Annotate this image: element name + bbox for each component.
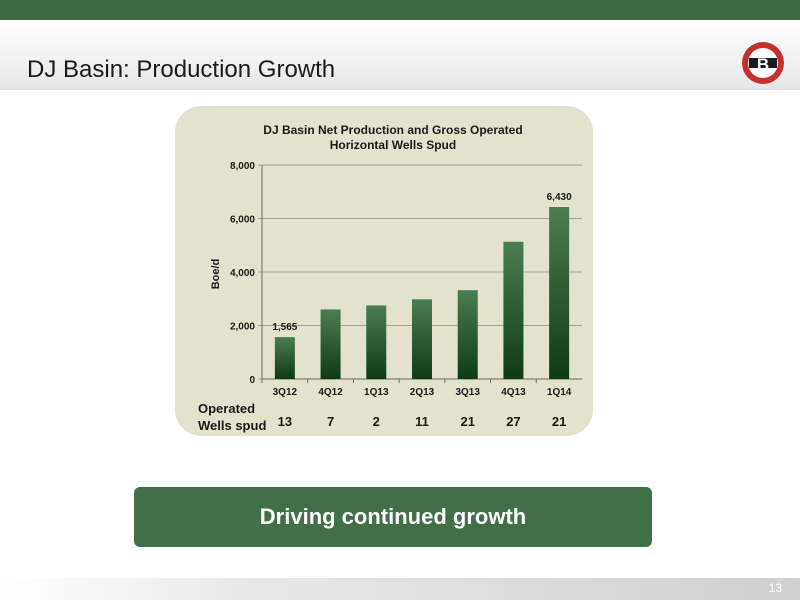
page-number: 13 [768,581,782,595]
bar-1Q14 [549,206,570,379]
callout-text: Driving continued growth [259,504,527,529]
y-tick-label: 2,000 [230,322,255,333]
chart-title-line-1: DJ Basin Net Production and Gross Operat… [263,123,522,137]
x-tick-label: 3Q13 [455,387,480,398]
top-accent-bar [0,0,800,20]
bar-3Q12 [274,337,295,379]
slide-title: DJ Basin: Production Growth [27,56,336,83]
y-tick-label: 0 [249,375,255,386]
wells-spud-value: 7 [327,414,334,429]
wells-spud-label-line-1: Operated [198,401,255,416]
y-axis-label: Boe/d [210,259,222,290]
y-tick-label: 8,000 [230,161,255,172]
header-band [0,20,800,90]
wells-spud-value: 2 [373,414,380,429]
data-label: 6,430 [547,192,572,203]
footer-band [0,578,800,600]
bar-3Q13 [457,290,478,379]
bar-4Q12 [320,309,341,379]
x-tick-label: 1Q13 [364,387,389,398]
x-tick-label: 2Q13 [410,387,435,398]
wells-spud-value: 13 [278,414,292,429]
wells-spud-value: 27 [506,414,520,429]
bar-2Q13 [412,299,432,379]
wells-spud-label-line-2: Wells spud [198,418,266,433]
wells-spud-value: 21 [460,414,474,429]
wells-spud-value: 21 [552,414,566,429]
x-tick-label: 3Q12 [273,387,298,398]
chart-title-line-2: Horizontal Wells Spud [330,138,456,152]
bar-4Q13 [503,241,524,379]
y-tick-label: 6,000 [230,215,255,226]
data-label: 1,565 [272,322,297,333]
bar-1Q13 [366,305,387,379]
y-tick-label: 4,000 [230,268,255,279]
x-tick-label: 1Q14 [547,387,572,398]
logo-letter: B [757,55,769,74]
wells-spud-value: 11 [415,414,429,429]
callout-banner: Driving continued growth [134,487,652,547]
company-logo-icon: B [742,42,784,84]
production-chart: DJ Basin Net Production and Gross Operat… [198,123,582,433]
x-tick-label: 4Q12 [318,387,343,398]
x-tick-label: 4Q13 [501,387,526,398]
chart-panel: DJ Basin Net Production and Gross Operat… [175,106,593,436]
